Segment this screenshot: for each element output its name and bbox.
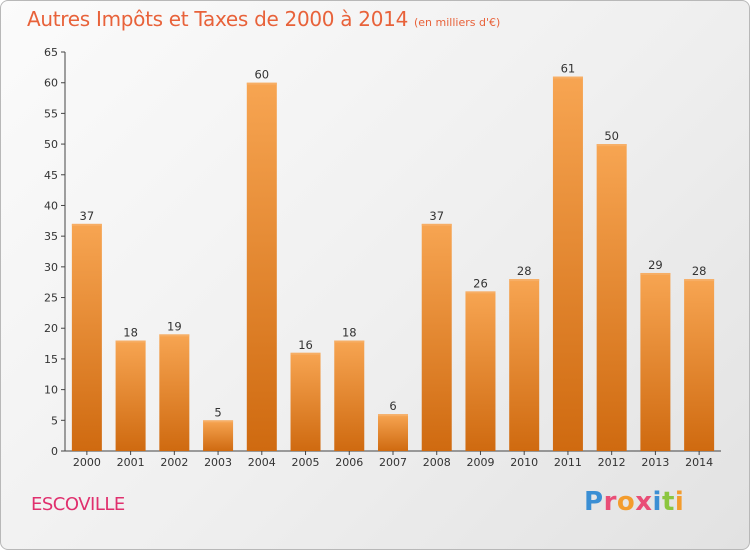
x-tick-label: 2011 [554,456,582,469]
bar-value-label: 60 [254,68,269,82]
bar-top-edge [71,223,102,226]
bar-top-edge [421,223,452,226]
bar [115,340,146,451]
bar-value-label: 37 [429,209,444,223]
chart-title: Autres Impôts et Taxes de 2000 à 2014 [27,7,408,31]
bar [596,144,627,452]
x-tick-label: 2003 [204,456,232,469]
bar-top-edge [552,76,583,79]
brand-letter: r [603,487,617,517]
y-tick-label: 35 [44,230,58,243]
bar [159,334,190,451]
bar-value-label: 50 [604,129,619,143]
bar-value-label: 61 [561,62,576,76]
bar-top-edge [465,291,496,294]
bar-top-edge [684,279,715,282]
bar-top-edge [290,352,321,355]
y-tick-label: 25 [44,292,58,305]
bar-value-label: 26 [473,276,488,290]
bar [552,76,583,452]
bar [246,82,277,451]
bar-top-edge [378,414,408,417]
brand-letter: x [635,487,653,517]
chart-unit: (en milliers d'€) [414,16,501,29]
bar-top-edge [334,340,365,343]
bar [71,223,102,451]
y-tick-label: 60 [44,77,58,90]
x-tick-label: 2009 [466,456,494,469]
bar [465,291,496,451]
bar-top-edge [596,144,627,147]
y-tick-label: 0 [51,445,58,458]
bar [203,420,234,451]
bar [640,272,671,451]
x-tick-label: 2004 [248,456,276,469]
y-tick-label: 65 [44,46,58,59]
bar-value-label: 37 [80,209,95,223]
y-tick-label: 50 [44,138,58,151]
bars: 37 18 19 5 60 16 18 6 37 26 28 61 50 29 28 [71,62,715,452]
y-tick-label: 45 [44,169,58,182]
bar-top-edge [203,420,234,423]
bar-top-edge [509,279,540,282]
bar-value-label: 29 [648,258,663,272]
bar-value-label: 5 [214,405,221,419]
y-tick-label: 55 [44,107,58,120]
bar-value-label: 28 [517,264,532,278]
x-tick-label: 2007 [379,456,407,469]
bar-value-label: 28 [692,264,707,278]
y-tick-label: 40 [44,199,58,212]
y-tick-label: 15 [44,353,58,366]
brand-letter: i [674,487,685,517]
y-tick-label: 20 [44,322,58,335]
place-name: ESCOVILLE [31,494,125,515]
x-tick-label: 2002 [160,456,188,469]
bar-value-label: 19 [167,319,182,333]
x-tick-label: 2008 [423,456,451,469]
x-tick-label: 2000 [73,456,101,469]
bar-value-label: 18 [342,326,357,340]
brand-letter: t [661,487,675,517]
x-tick-label: 2005 [292,456,320,469]
y-tick-label: 5 [51,414,58,427]
y-tick-label: 30 [44,261,58,274]
bar [334,340,365,451]
brand-letter: o [616,487,636,517]
brand-letter: P [584,487,604,517]
bar-top-edge [159,334,190,337]
bar-value-label: 16 [298,338,313,352]
bar [378,414,408,451]
bar-value-label: 6 [389,399,396,413]
x-tick-label: 2010 [510,456,538,469]
bar-top-edge [640,272,671,275]
bar-top-edge [246,82,277,85]
bar [421,223,452,451]
bar [290,352,321,451]
x-tick-label: 2013 [641,456,669,469]
x-tick-label: 2012 [598,456,626,469]
title-row: Autres Impôts et Taxes de 2000 à 2014 (en… [27,7,500,31]
brand-logo[interactable]: Proxiti [584,487,684,517]
x-tick-label: 2006 [335,456,363,469]
bar-value-label: 18 [123,326,138,340]
bar [509,279,540,451]
brand-letter: i [652,487,662,517]
bar-top-edge [115,340,146,343]
bar [684,279,715,451]
y-tick-label: 10 [44,384,58,397]
x-tick-label: 2001 [117,456,145,469]
x-tick-label: 2014 [685,456,713,469]
